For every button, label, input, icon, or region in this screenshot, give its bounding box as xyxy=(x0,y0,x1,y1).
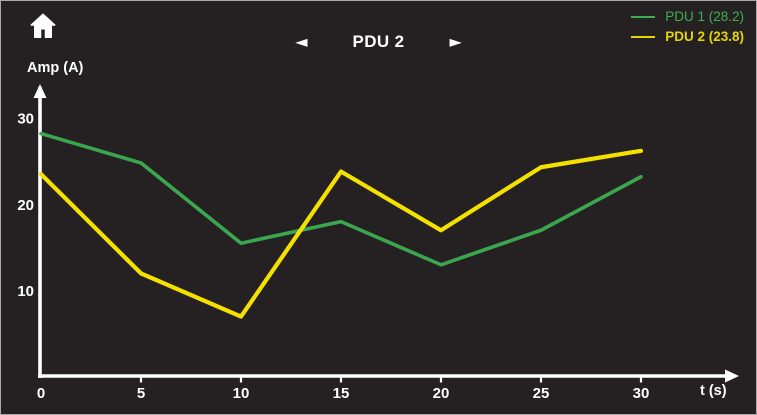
chart-title-bar: ◄ PDU 2 ► xyxy=(295,31,462,53)
legend-label-pdu1: PDU 1 (28.2) xyxy=(665,9,744,24)
svg-text:30: 30 xyxy=(633,385,650,402)
svg-text:25: 25 xyxy=(533,385,550,402)
svg-text:20: 20 xyxy=(17,197,34,214)
page-title: PDU 2 xyxy=(352,32,405,51)
svg-text:10: 10 xyxy=(233,385,250,402)
pdu1-line-swatch xyxy=(631,15,656,18)
next-pdu-button[interactable]: ► xyxy=(449,32,462,51)
home-button[interactable] xyxy=(23,6,63,46)
legend: PDU 1 (28.2) PDU 2 (23.8) xyxy=(631,9,744,44)
svg-text:20: 20 xyxy=(433,385,450,402)
legend-label-pdu2: PDU 2 (23.8) xyxy=(665,29,744,44)
pdu2-line-swatch xyxy=(631,35,656,38)
x-axis-label: t (s) xyxy=(700,383,727,399)
svg-text:30: 30 xyxy=(17,111,34,128)
legend-item-pdu1[interactable]: PDU 1 (28.2) xyxy=(631,9,744,24)
svg-text:0: 0 xyxy=(37,385,45,402)
prev-pdu-button[interactable]: ◄ xyxy=(295,32,308,51)
svg-text:10: 10 xyxy=(17,283,34,300)
svg-text:5: 5 xyxy=(137,385,145,402)
svg-text:15: 15 xyxy=(333,385,350,402)
y-axis-label: Amp (A) xyxy=(27,60,84,76)
legend-item-pdu2[interactable]: PDU 2 (23.8) xyxy=(631,29,744,44)
home-icon xyxy=(28,11,58,41)
